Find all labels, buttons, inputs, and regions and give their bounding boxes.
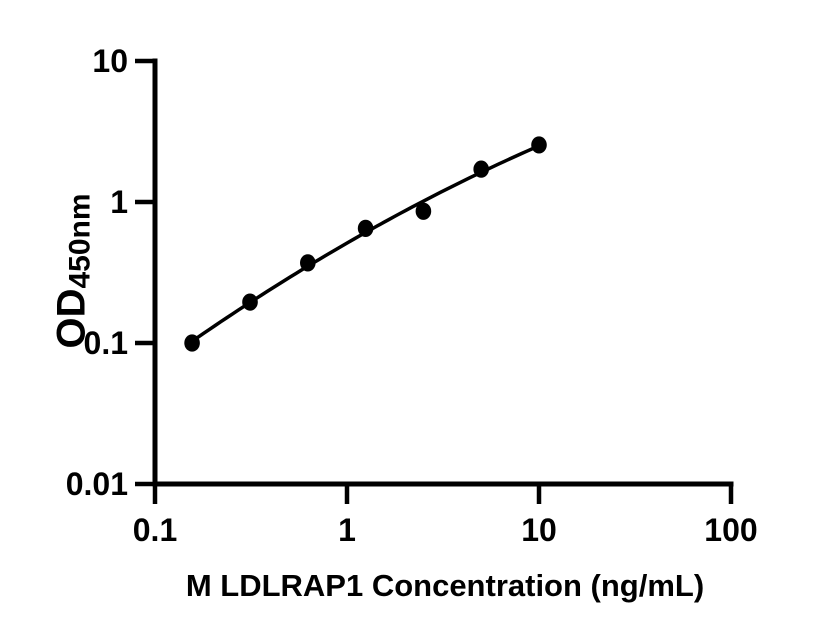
y-axis-title-text: OD [49, 288, 94, 349]
data-point [531, 136, 547, 154]
y-axis-title-subscript: 450nm [63, 193, 97, 289]
x-tick-label: 10 [521, 512, 557, 548]
x-axis-title: M LDLRAP1 Concentration (ng/mL) [185, 568, 705, 603]
y-tick-label: 0.1 [84, 325, 128, 361]
y-tick-label: 1 [110, 184, 128, 220]
data-point [184, 334, 200, 352]
y-tick-label: 10 [92, 43, 128, 79]
x-tick-label: 1 [338, 512, 356, 548]
data-point [242, 293, 258, 311]
x-tick-label: 0.1 [133, 512, 177, 548]
y-axis-title: OD450nm [49, 193, 97, 349]
y-tick-label: 0.01 [66, 466, 128, 502]
data-point [415, 202, 432, 220]
data-point [300, 254, 316, 272]
data-point [473, 160, 490, 178]
x-tick-label: 100 [704, 512, 757, 548]
data-point [357, 219, 374, 237]
fit-curve [190, 144, 541, 344]
